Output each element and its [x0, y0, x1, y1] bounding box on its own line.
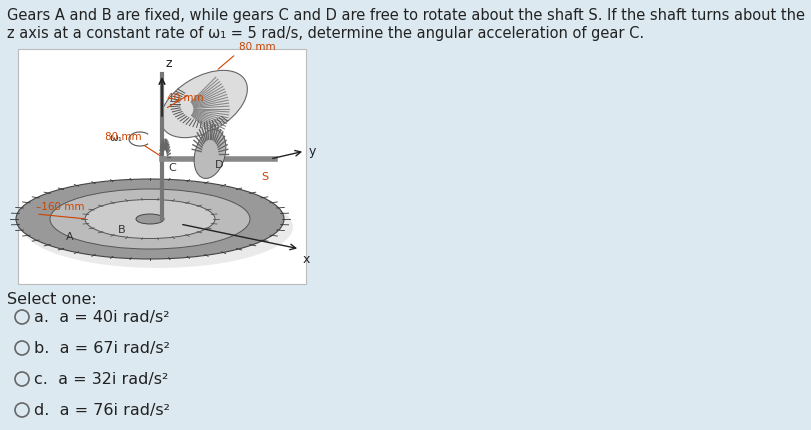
Text: a.  a = 40i rad/s²: a. a = 40i rad/s²	[34, 310, 169, 325]
Text: x: x	[303, 252, 311, 265]
Ellipse shape	[16, 180, 284, 259]
Text: S: S	[261, 172, 268, 181]
Text: D: D	[215, 160, 224, 169]
Ellipse shape	[136, 215, 164, 224]
Text: B: B	[118, 224, 126, 234]
Text: Gears A and B are fixed, while gears C and D are free to rotate about the shaft : Gears A and B are fixed, while gears C a…	[7, 8, 805, 23]
Text: c.  a = 32i rad/s²: c. a = 32i rad/s²	[34, 372, 168, 387]
Text: d.  a = 76i rad/s²: d. a = 76i rad/s²	[34, 402, 169, 418]
Text: 80 mm: 80 mm	[105, 132, 142, 141]
Text: 40 mm: 40 mm	[167, 93, 204, 103]
Text: z axis at a constant rate of ω₁ = 5 rad/s, determine the angular acceleration of: z axis at a constant rate of ω₁ = 5 rad/…	[7, 26, 644, 41]
Ellipse shape	[50, 190, 250, 249]
Ellipse shape	[194, 130, 226, 179]
Text: C: C	[168, 163, 176, 172]
Text: 80 mm: 80 mm	[239, 42, 276, 52]
Ellipse shape	[161, 71, 247, 138]
FancyBboxPatch shape	[18, 50, 306, 284]
Text: z: z	[165, 57, 171, 70]
Ellipse shape	[85, 200, 215, 239]
Text: A: A	[67, 231, 74, 241]
Text: b.  a = 67i rad/s²: b. a = 67i rad/s²	[34, 341, 169, 356]
Text: –160 mm: –160 mm	[36, 202, 84, 212]
Text: ω₁: ω₁	[109, 133, 122, 143]
Ellipse shape	[23, 187, 293, 268]
Text: y: y	[309, 145, 316, 158]
Text: Select one:: Select one:	[7, 291, 97, 306]
